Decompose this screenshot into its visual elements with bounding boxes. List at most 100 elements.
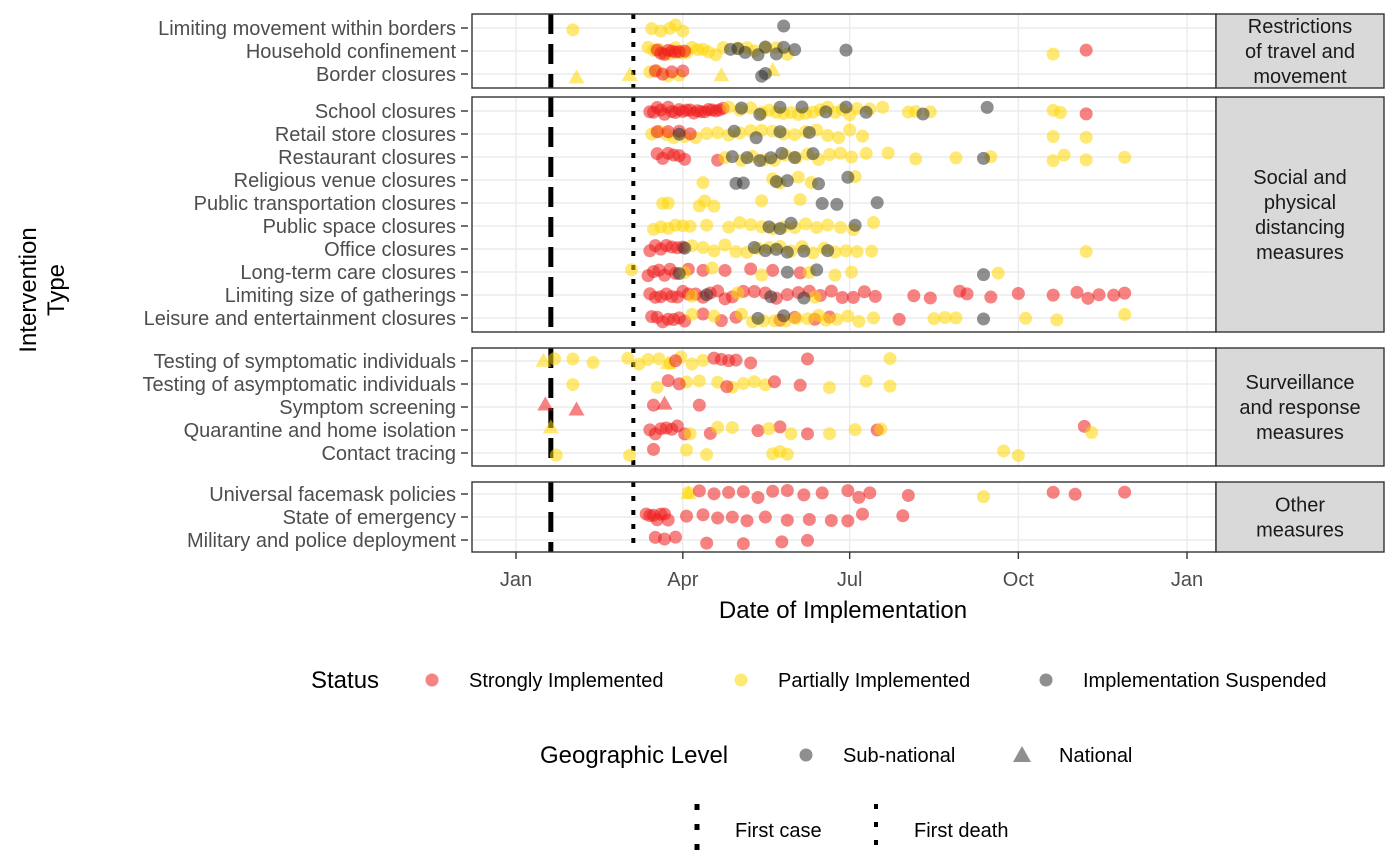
- point-retail-store-closures-2020-10-20: [1046, 130, 1060, 144]
- point-office-closures-2020-05-10: [747, 240, 761, 254]
- point-military-and-police-deployment-2020-03-28: [669, 530, 682, 544]
- point-leisure-and-entertainment-closures-2020-04-18: [707, 309, 721, 323]
- point-restaurant-closures-2020-11-28: [1118, 150, 1132, 164]
- point-state-of-emergency-2020-07-08: [856, 507, 869, 521]
- point-leisure-and-entertainment-closures-2020-07-06: [852, 314, 866, 328]
- facet-strip-label-line: measures: [1256, 520, 1344, 542]
- point-restaurant-closures-2020-08-28: [949, 151, 963, 165]
- point-leisure-and-entertainment-closures-2020-09-12: [977, 312, 990, 326]
- point-testing-of-asymptomatic-individuals-2020-03-18: [650, 380, 664, 394]
- point-symptom-screening-2020-03-22: [656, 395, 673, 410]
- point-quarantine-and-home-isolation-2020-04-28: [725, 421, 739, 435]
- facet-strip-label-line: of travel and: [1245, 41, 1355, 63]
- panel-points: [625, 100, 1132, 329]
- y-axis-title: Intervention Type: [15, 227, 70, 352]
- point-military-and-police-deployment-2020-04-14: [700, 536, 714, 550]
- facet-strip-label-line: and response: [1239, 397, 1360, 419]
- point-state-of-emergency-2020-06-30: [841, 514, 855, 528]
- point-retail-store-closures-2020-03-24: [661, 125, 675, 139]
- point-universal-facemask-policies-2020-05-04: [736, 485, 750, 499]
- category-label-contact-tracing: Contact tracing: [321, 443, 456, 465]
- point-restaurant-closures-2020-07-10: [859, 146, 873, 160]
- point-long-term-care-closures-2020-04-17: [705, 261, 719, 275]
- point-leisure-and-entertainment-closures-2020-10-05: [1019, 311, 1033, 325]
- facet-strip-label-line: Restrictions: [1248, 16, 1352, 38]
- point-quarantine-and-home-isolation-2020-05-24: [773, 420, 787, 434]
- point-quarantine-and-home-isolation-2020-06-08: [801, 427, 814, 441]
- point-universal-facemask-policies-2020-04-18: [707, 487, 721, 501]
- point-retail-store-closures-2020-06-01: [788, 128, 802, 142]
- point-restaurant-closures-2020-06-20: [823, 148, 836, 162]
- x-tick-label-3: Oct: [1003, 569, 1035, 591]
- point-office-closures-2020-05-22: [769, 242, 783, 256]
- point-military-and-police-deployment-2020-05-04: [736, 537, 750, 551]
- legend-label-first-death: First death: [914, 820, 1008, 842]
- point-office-closures-2020-06-19: [821, 244, 835, 258]
- point-household-confinement-2020-04-02: [678, 44, 692, 58]
- point-public-space-closures-2020-04-26: [722, 220, 736, 234]
- point-household-confinement-2020-06-29: [839, 43, 853, 57]
- point-leisure-and-entertainment-closures-2020-05-26: [777, 309, 791, 323]
- category-label-office-closures: Office closures: [324, 239, 456, 261]
- point-household-confinement-2020-05-16: [758, 40, 772, 54]
- point-public-transportation-closures-2020-06-04: [793, 193, 807, 207]
- point-testing-of-symptomatic-individuals-2020-06-08: [801, 352, 814, 366]
- legend-geo-key-sub-national: [799, 748, 813, 762]
- category-label-universal-facemask-policies: Universal facemask policies: [209, 484, 456, 506]
- point-quarantine-and-home-isolation-2020-05-30: [784, 427, 798, 441]
- legend-status-key-partially-implemented: [734, 673, 748, 687]
- point-limiting-size-of-gatherings-2020-05-19: [764, 290, 778, 304]
- point-limiting-size-of-gatherings-2020-06-06: [797, 291, 811, 305]
- point-testing-of-symptomatic-individuals-2020-05-08: [744, 356, 758, 370]
- point-public-space-closures-2020-05-08: [744, 218, 758, 232]
- point-office-closures-2020-04-18: [707, 244, 721, 258]
- point-limiting-movement-within-borders-2020-05-26: [777, 19, 791, 33]
- category-label-quarantine-and-home-isolation: Quarantine and home isolation: [184, 420, 456, 442]
- point-testing-of-asymptomatic-individuals-2020-05-10: [747, 375, 761, 389]
- category-label-retail-store-closures: Retail store closures: [275, 124, 456, 146]
- point-retail-store-closures-2020-04-05: [683, 127, 697, 141]
- legend-geo-label-national: National: [1059, 745, 1132, 767]
- point-long-term-care-closures-2020-07-02: [845, 265, 858, 279]
- point-universal-facemask-policies-2020-07-06: [852, 490, 866, 504]
- category-label-household-confinement: Household confinement: [246, 41, 457, 63]
- category-label-public-transportation-closures: Public transportation closures: [194, 193, 456, 215]
- point-long-term-care-closures-2020-06-23: [828, 268, 842, 282]
- legend-status-label-implementation-suspended: Implementation Suspended: [1083, 670, 1327, 692]
- point-testing-of-symptomatic-individuals-2020-04-06: [685, 357, 699, 371]
- point-limiting-size-of-gatherings-2020-04-06: [685, 289, 699, 303]
- x-tick-label-1: Apr: [667, 569, 698, 591]
- point-office-closures-2020-05-16: [758, 244, 772, 258]
- point-symptom-screening-2020-02-03: [568, 401, 585, 416]
- point-limiting-size-of-gatherings-2020-06-27: [835, 290, 849, 304]
- point-school-closures-2020-08-10: [916, 107, 930, 121]
- point-retail-store-closures-2020-04-14: [700, 127, 714, 141]
- point-restaurant-closures-2020-04-28: [725, 150, 739, 164]
- point-limiting-size-of-gatherings-2020-11-22: [1107, 288, 1121, 302]
- point-testing-of-asymptomatic-individuals-2020-05-04: [736, 377, 750, 391]
- point-symptom-screening-2020-03-16: [647, 398, 660, 412]
- point-school-closures-2020-10-24: [1054, 106, 1067, 120]
- point-universal-facemask-policies-2020-04-26: [722, 485, 736, 499]
- point-leisure-and-entertainment-closures-2020-07-28: [892, 312, 906, 326]
- point-state-of-emergency-2020-03-24: [661, 513, 675, 527]
- point-testing-of-asymptomatic-individuals-2020-06-20: [823, 381, 836, 395]
- point-limiting-size-of-gatherings-2020-07-09: [857, 285, 871, 299]
- point-limiting-size-of-gatherings-2020-08-14: [923, 291, 937, 305]
- point-long-term-care-closures-2020-09-20: [991, 266, 1005, 280]
- panel-3: Testing of symptomatic individualsTestin…: [143, 347, 1385, 467]
- point-restaurant-closures-2020-07-22: [881, 146, 895, 160]
- point-leisure-and-entertainment-closures-2020-04-12: [696, 307, 710, 321]
- point-school-closures-2020-04-26: [722, 100, 736, 114]
- point-religious-venue-closures-2020-04-12: [696, 176, 710, 190]
- point-office-closures-2020-07-05: [850, 245, 864, 259]
- point-retail-store-closures-2020-04-20: [711, 126, 725, 140]
- y-axis-title-line-1: Intervention: [15, 227, 42, 352]
- point-universal-facemask-policies-2020-06-30: [841, 484, 855, 498]
- point-universal-facemask-policies-2020-04-04: [680, 485, 697, 500]
- point-religious-venue-closures-2020-05-22: [769, 175, 783, 189]
- x-tick-label-2: Jul: [837, 569, 863, 591]
- point-limiting-size-of-gatherings-2020-04-14: [700, 288, 714, 302]
- point-restaurant-closures-2020-10-20: [1046, 154, 1060, 168]
